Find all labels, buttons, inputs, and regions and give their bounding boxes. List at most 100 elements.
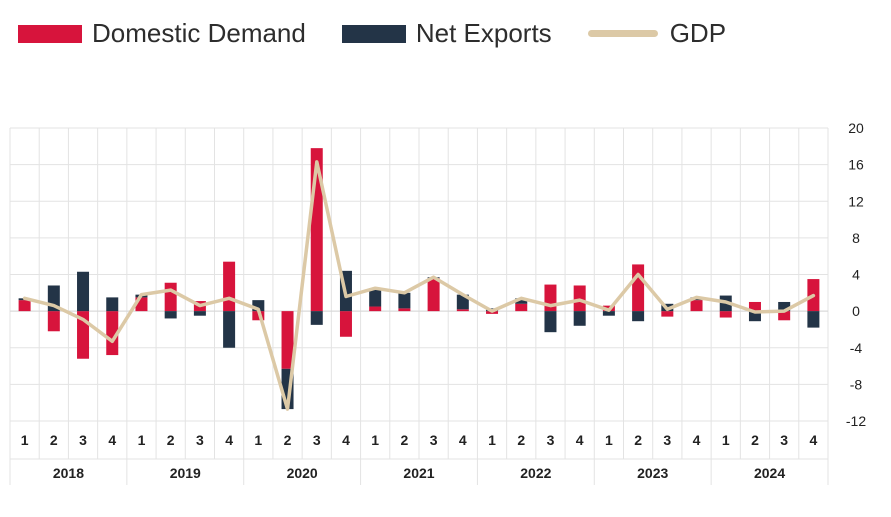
y-tick-label: 16 — [848, 157, 864, 173]
bar-domestic-demand — [778, 311, 791, 321]
gdp-point — [403, 292, 406, 294]
y-tick-label: 20 — [848, 120, 864, 136]
y-tick-label: 4 — [852, 267, 860, 283]
bar-domestic-demand — [748, 301, 761, 312]
x-quarter-label: 1 — [138, 432, 146, 448]
x-year-label: 2024 — [754, 465, 785, 481]
bar-domestic-demand — [573, 285, 586, 312]
x-quarter-label: 2 — [634, 432, 642, 448]
bar-net-exports — [106, 297, 119, 312]
x-quarter-label: 2 — [751, 432, 759, 448]
gdp-point — [53, 304, 55, 307]
gdp-point — [462, 293, 464, 296]
x-quarter-label: 1 — [605, 432, 613, 448]
gdp-point — [199, 304, 201, 307]
gdp-point — [257, 308, 260, 311]
y-tick-label: 0 — [852, 303, 860, 319]
x-quarter-label: 2 — [284, 432, 292, 448]
y-tick-label: -4 — [850, 340, 863, 356]
x-quarter-label: 2 — [167, 432, 175, 448]
bar-domestic-demand — [106, 311, 119, 356]
gridlines — [9, 127, 829, 422]
bar-net-exports — [602, 311, 615, 316]
gdp-line — [22, 160, 816, 411]
x-year-label: 2018 — [53, 465, 84, 481]
gdp-point — [578, 299, 581, 301]
bar-domestic-demand — [690, 300, 703, 312]
y-axis: 20 16 12 8 4 0 -4 -8 -12 — [846, 120, 866, 429]
gdp-point — [491, 310, 493, 312]
y-tick-label: -12 — [846, 413, 866, 429]
x-quarter-label: 1 — [371, 432, 379, 448]
x-quarter-label: 1 — [21, 432, 29, 448]
gdp-point — [345, 295, 347, 298]
x-quarter-label: 3 — [196, 432, 204, 448]
legend-swatch-net-exports — [341, 24, 406, 43]
gdp-point — [432, 276, 435, 279]
legend-item-gdp: GDP — [587, 18, 727, 49]
x-quarter-label: 4 — [108, 432, 116, 448]
bar-net-exports — [193, 311, 206, 316]
x-quarter-label: 2 — [50, 432, 58, 448]
gdp-point — [812, 294, 815, 297]
x-quarter-label: 2 — [400, 432, 408, 448]
y-tick-label: -8 — [850, 376, 863, 392]
x-year-label: 2023 — [637, 465, 668, 481]
bar-net-exports — [398, 292, 411, 309]
y-tick-label: 8 — [852, 230, 860, 246]
gdp-point — [111, 340, 114, 343]
bar-domestic-demand — [398, 308, 411, 312]
x-quarter-label: 4 — [693, 432, 701, 448]
gdp-point — [169, 289, 172, 291]
bar-net-exports — [807, 311, 820, 328]
bar-domestic-demand — [47, 311, 60, 332]
bar-domestic-demand — [18, 300, 31, 312]
bar-domestic-demand — [456, 309, 469, 312]
bar-net-exports — [223, 311, 236, 348]
legend-swatch-domestic-demand — [18, 24, 82, 43]
x-quarter-label: 3 — [313, 432, 321, 448]
bar-net-exports — [252, 300, 265, 312]
bar-domestic-demand — [252, 311, 265, 321]
x-quarter-label: 4 — [576, 432, 584, 448]
x-quarter-label: 3 — [430, 432, 438, 448]
bar-net-exports — [369, 288, 382, 307]
bar-domestic-demand — [223, 261, 236, 312]
x-year-label: 2020 — [287, 465, 318, 481]
x-quarter-label: 4 — [809, 432, 817, 448]
gdp-point — [23, 297, 26, 300]
x-quarter-label: 3 — [663, 432, 671, 448]
bar-net-exports — [573, 311, 586, 326]
x-axis: 1 2 3 4 1 2 3 4 1 2 3 4 1 2 3 4 1 2 3 4 1 2 3 4 1 2 3 4 2018 2019 2020… — [9, 421, 829, 485]
y-tick-label: 12 — [848, 193, 864, 209]
gdp-point — [520, 297, 523, 300]
legend-item-net-exports: Net Exports — [341, 18, 552, 49]
bar-net-exports — [632, 311, 645, 322]
legend-label-gdp: GDP — [669, 18, 727, 48]
gdp-point — [549, 304, 552, 307]
x-quarter-label: 4 — [225, 432, 233, 448]
x-quarter-label: 4 — [342, 432, 350, 448]
bar-net-exports — [748, 311, 761, 322]
bar-domestic-demand — [339, 311, 352, 337]
gdp-point — [695, 296, 698, 299]
x-quarter-label: 4 — [459, 432, 467, 448]
x-quarter-label: 3 — [79, 432, 87, 448]
gdp-point — [637, 273, 639, 276]
x-quarter-label: 1 — [254, 432, 262, 448]
x-quarter-label: 1 — [488, 432, 496, 448]
x-year-label: 2019 — [170, 465, 201, 481]
bar-domestic-demand — [661, 311, 674, 317]
bar-domestic-demand — [164, 282, 177, 312]
bar-domestic-demand — [632, 264, 645, 312]
legend-item-domestic-demand: Domestic Demand — [18, 18, 306, 49]
gdp-point — [724, 301, 727, 303]
bar-domestic-demand — [719, 311, 732, 318]
bar-net-exports — [778, 301, 791, 312]
x-year-label: 2022 — [520, 465, 551, 481]
gdp-point — [228, 297, 230, 300]
bar-net-exports — [515, 298, 528, 304]
bar-domestic-demand — [281, 311, 294, 369]
bar-net-exports — [310, 311, 323, 325]
